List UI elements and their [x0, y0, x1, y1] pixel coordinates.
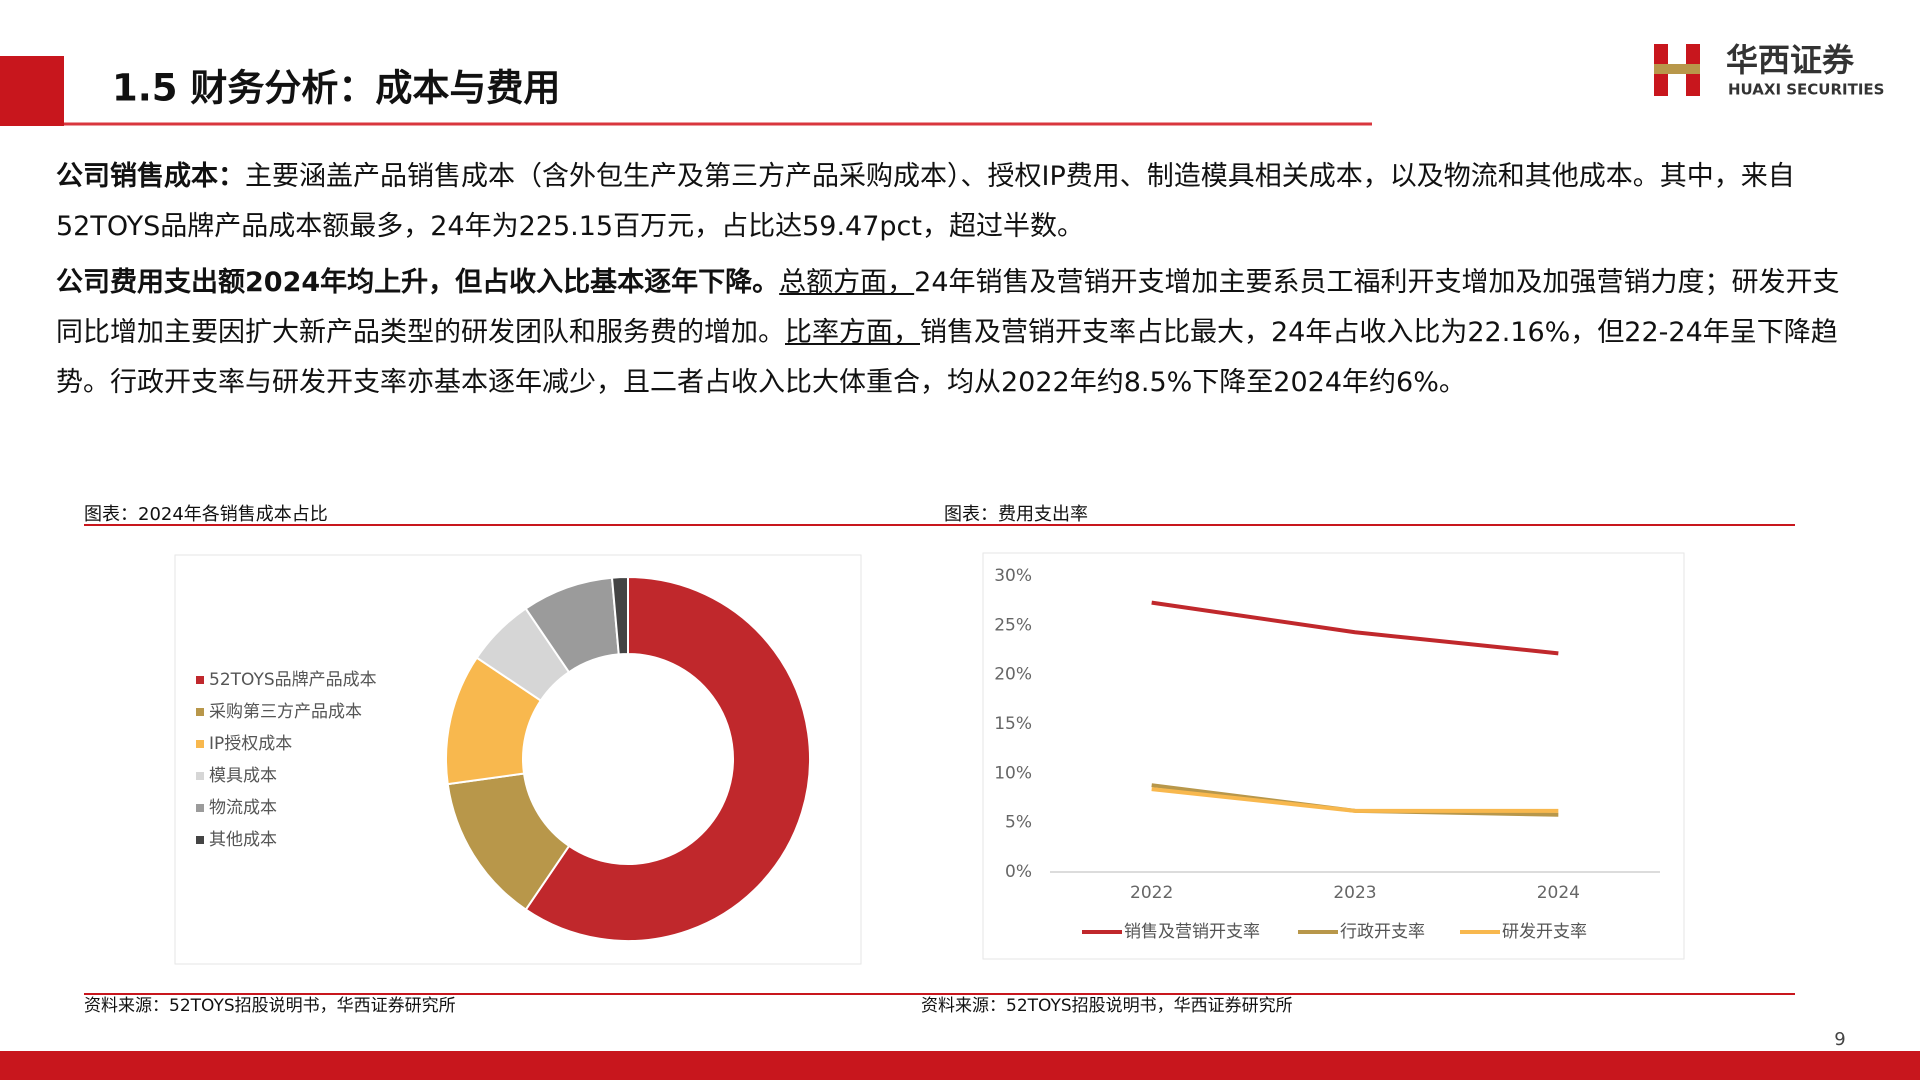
line-series — [1151, 787, 1559, 813]
text-run: 24年销售及营销开支增加主要系员工福利开支增加及加强营销力度；研发开支同比增加主… — [56, 267, 1840, 348]
text-run: 总额方面， — [779, 267, 915, 298]
footer-bar — [0, 1051, 1920, 1080]
chart-frame — [982, 552, 1685, 960]
chart-title: 图表：费用支出率 — [944, 504, 1088, 525]
source: 资料来源：52TOYS招股说明书，华西证券研究所 — [84, 996, 456, 1016]
donut-slice — [524, 575, 811, 942]
x-tick-label: 2024 — [1537, 883, 1580, 903]
donut-slice — [610, 575, 629, 656]
legend-swatch — [196, 772, 204, 780]
legend-label: 其他成本 — [209, 830, 277, 850]
text-run: 主要涵盖产品销售成本（含外包生产及第三方产品采购成本）、授权IP费用、制造模具相… — [56, 161, 1795, 242]
chart-title: 图表：2024年各销售成本占比 — [84, 504, 328, 525]
x-tick-label: 2023 — [1333, 883, 1376, 903]
page-number: 9 — [1834, 1029, 1845, 1050]
legend-swatch — [196, 740, 204, 748]
y-tick-label: 25% — [994, 615, 1032, 635]
logo-en: HUAXI SECURITIES — [1728, 81, 1884, 99]
legend-label: 物流成本 — [209, 798, 277, 818]
text-run: 销售及营销开支率占比最大，24年占收入比为22.16%，但22-24年呈下降趋势… — [56, 317, 1838, 398]
title: 1.5 财务分析：成本与费用 — [112, 67, 560, 110]
logo-cn: 华西证券 — [1726, 41, 1855, 79]
y-tick-label: 0% — [1005, 862, 1032, 882]
line-series — [1151, 600, 1559, 656]
y-tick-label: 20% — [994, 665, 1032, 685]
legend-swatch — [196, 804, 204, 812]
legend-swatch — [196, 836, 204, 844]
legend-swatch — [196, 708, 204, 716]
legend-swatch — [196, 676, 204, 684]
chart-frame — [174, 554, 862, 965]
legend-label: 模具成本 — [209, 766, 277, 786]
body-text: 公司销售成本：主要涵盖产品销售成本（含外包生产及第三方产品采购成本）、授权IP费… — [56, 152, 1848, 414]
y-tick-label: 30% — [994, 566, 1032, 586]
text-run: 公司费用支出额2024年均上升，但占收入比基本逐年下降。 — [56, 267, 780, 298]
legend-label: 52TOYS品牌产品成本 — [209, 670, 377, 690]
logo: 华西证券 HUAXI SECURITIES — [1654, 41, 1884, 99]
legend-label: 采购第三方产品成本 — [209, 702, 362, 722]
y-tick-label: 10% — [994, 763, 1032, 783]
x-tick-label: 2022 — [1130, 883, 1173, 903]
text-run: 比率方面， — [785, 317, 920, 348]
y-tick-label: 5% — [1005, 813, 1032, 833]
paragraph: 公司费用支出额2024年均上升，但占收入比基本逐年下降。总额方面，24年销售及营… — [56, 258, 1848, 408]
header-block — [0, 56, 64, 126]
paragraph: 公司销售成本：主要涵盖产品销售成本（含外包生产及第三方产品采购成本）、授权IP费… — [56, 152, 1848, 252]
source: 资料来源：52TOYS招股说明书，华西证券研究所 — [921, 996, 1293, 1016]
text-run: 公司销售成本： — [56, 161, 245, 192]
legend-label: 研发开支率 — [1502, 922, 1587, 942]
y-tick-label: 15% — [994, 714, 1032, 734]
legend-label: 行政开支率 — [1340, 922, 1425, 942]
legend-label: 销售及营销开支率 — [1124, 922, 1260, 942]
legend-label: IP授权成本 — [209, 734, 292, 754]
